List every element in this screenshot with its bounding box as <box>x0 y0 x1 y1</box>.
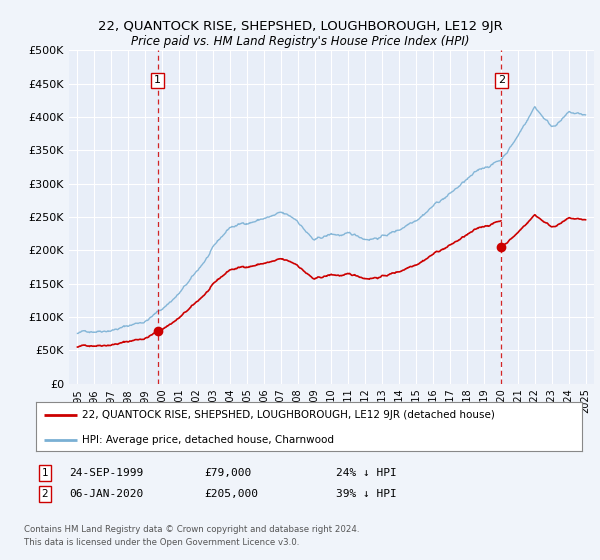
Text: 24% ↓ HPI: 24% ↓ HPI <box>336 468 397 478</box>
Text: 22, QUANTOCK RISE, SHEPSHED, LOUGHBOROUGH, LE12 9JR (detached house): 22, QUANTOCK RISE, SHEPSHED, LOUGHBOROUG… <box>82 410 495 420</box>
Text: HPI: Average price, detached house, Charnwood: HPI: Average price, detached house, Char… <box>82 435 334 445</box>
Text: £205,000: £205,000 <box>204 489 258 499</box>
Text: 24-SEP-1999: 24-SEP-1999 <box>69 468 143 478</box>
Text: Contains HM Land Registry data © Crown copyright and database right 2024.: Contains HM Land Registry data © Crown c… <box>24 525 359 534</box>
Text: 2: 2 <box>41 489 49 499</box>
Text: £79,000: £79,000 <box>204 468 251 478</box>
Text: 2: 2 <box>497 76 505 85</box>
Text: This data is licensed under the Open Government Licence v3.0.: This data is licensed under the Open Gov… <box>24 538 299 547</box>
Text: 1: 1 <box>41 468 49 478</box>
Text: 39% ↓ HPI: 39% ↓ HPI <box>336 489 397 499</box>
Text: 22, QUANTOCK RISE, SHEPSHED, LOUGHBOROUGH, LE12 9JR: 22, QUANTOCK RISE, SHEPSHED, LOUGHBOROUG… <box>98 20 502 32</box>
Text: 1: 1 <box>154 76 161 85</box>
Text: Price paid vs. HM Land Registry's House Price Index (HPI): Price paid vs. HM Land Registry's House … <box>131 35 469 48</box>
Text: 06-JAN-2020: 06-JAN-2020 <box>69 489 143 499</box>
